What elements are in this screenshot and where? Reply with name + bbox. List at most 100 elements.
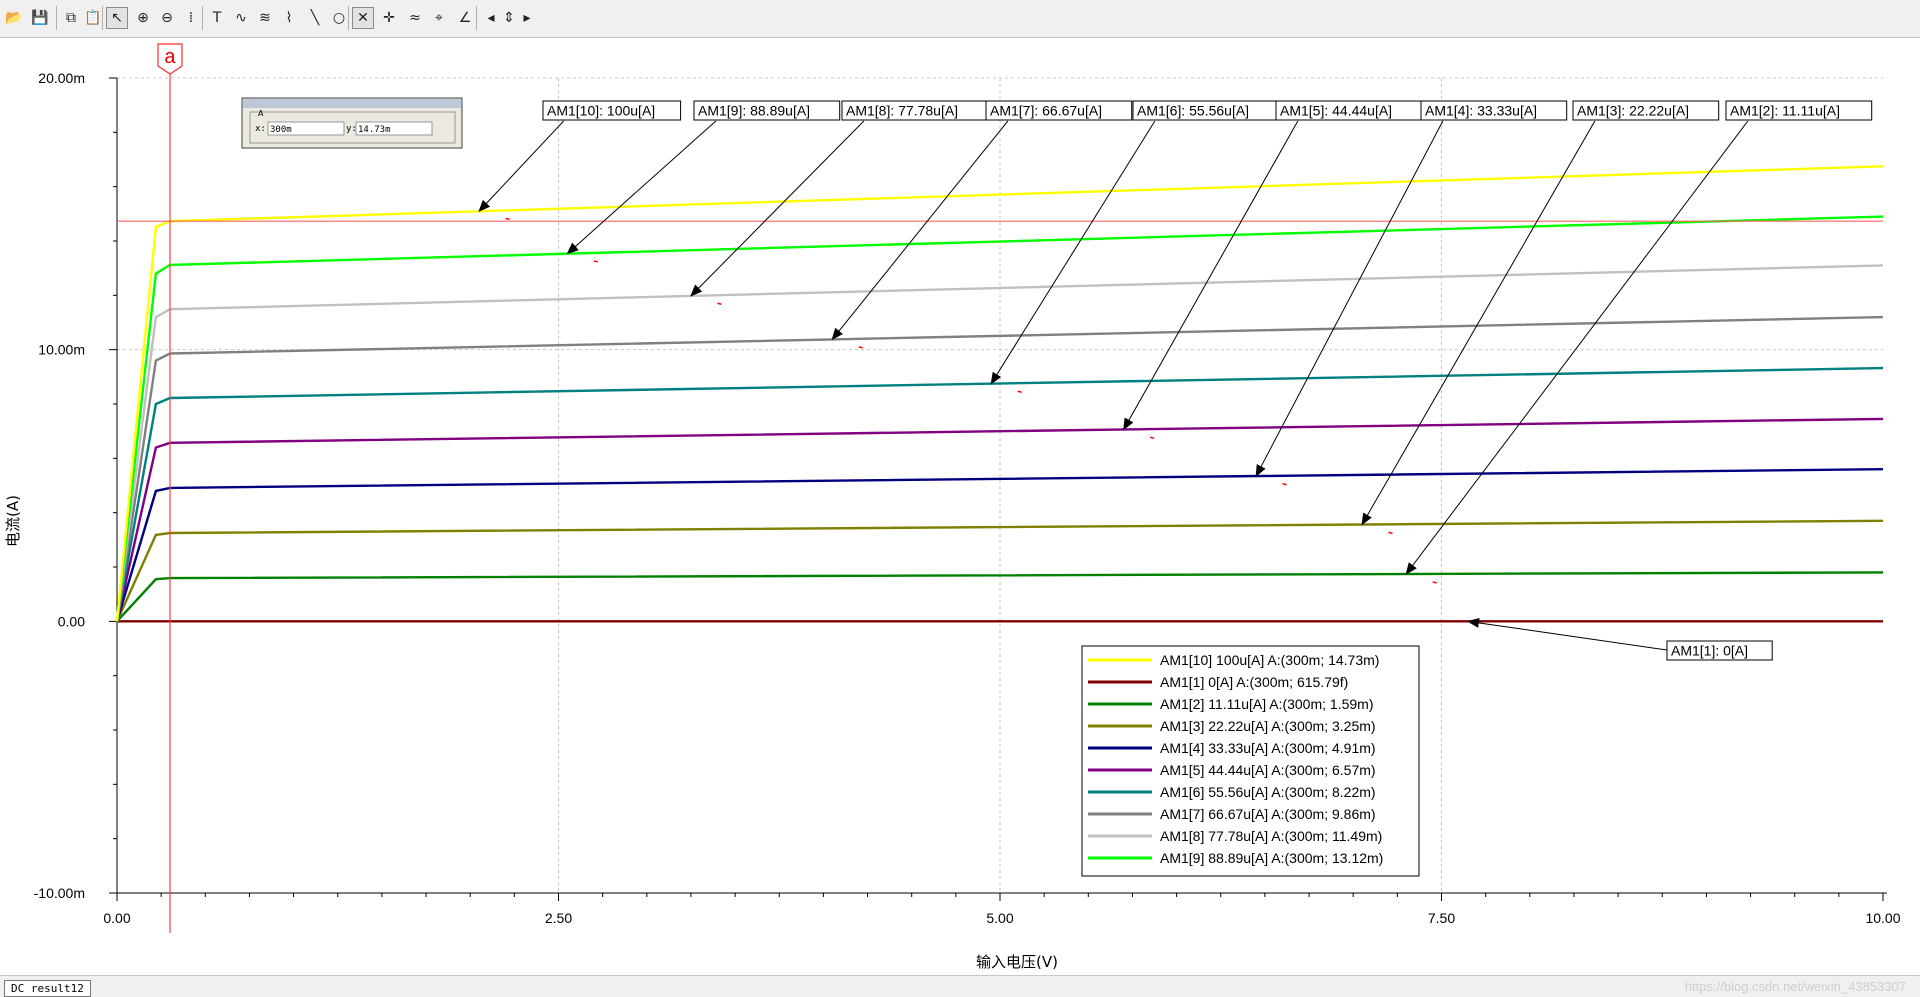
callout-label: AM1[4]: 33.33u[A]	[1425, 103, 1537, 119]
x-axis-label: 输入电压(V)	[976, 953, 1058, 971]
callout-box	[1572, 100, 1720, 121]
data-marker	[1388, 531, 1393, 535]
grid-icon[interactable]: ⁞	[188, 10, 194, 26]
y-tick-label: -10.00m	[34, 885, 85, 901]
y-tick-label: 10.00m	[38, 342, 85, 358]
cursor-label: a	[164, 46, 176, 68]
select-pointer-icon[interactable]: ↖	[106, 7, 128, 29]
callout-arrow	[1123, 120, 1299, 431]
series-line-AM15	[115, 417, 1884, 622]
cursor-cross-b-icon[interactable]: ✛	[383, 10, 395, 26]
cursor: a	[117, 43, 1883, 933]
save-icon[interactable]: 💾	[31, 10, 49, 26]
readout-x-label: x:	[255, 124, 266, 134]
callout-label: AM1[9]: 88.89u[A]	[698, 103, 810, 119]
callout-box	[1666, 640, 1773, 661]
cursor-cross-icon[interactable]: ✕	[352, 7, 374, 29]
callout-label: AM1[3]: 22.22u[A]	[1577, 103, 1689, 119]
readout-y-label: y:	[346, 124, 357, 134]
open-file-icon[interactable]: 📂	[5, 10, 23, 26]
readout-y-value: 14.73m	[358, 125, 391, 135]
result-tab[interactable]: DC result12	[4, 980, 91, 997]
series-line-AM18	[115, 264, 1884, 622]
legend-entry: AM1[2] 11.11u[A] A:(300m; 1.59m)	[1160, 696, 1373, 712]
x-tick-label: 0.00	[103, 910, 130, 926]
legend-entry: AM1[9] 88.89u[A] A:(300m; 13.12m)	[1160, 850, 1383, 866]
readout-titlebar	[243, 99, 461, 108]
callout-arrow	[831, 120, 1009, 341]
ellipse-tool-icon[interactable]: ○	[332, 10, 346, 26]
data-marker	[1282, 483, 1287, 486]
callout-box	[693, 100, 841, 121]
status-bar: DC result12 https://blog.csdn.net/weixin…	[0, 975, 1920, 997]
legend-box	[1081, 645, 1420, 877]
angle-tool-icon[interactable]: ∠	[458, 10, 472, 26]
series-line-AM13	[115, 519, 1884, 622]
readout-x-value: 300m	[270, 125, 292, 135]
legend-entry: AM1[5] 44.44u[A] A:(300m; 6.57m)	[1160, 762, 1376, 778]
grid	[117, 77, 1883, 893]
callout-label: AM1[5]: 44.44u[A]	[1280, 103, 1392, 119]
waveform-icon[interactable]: ≈	[409, 10, 421, 26]
cursor-readout-box: Ax: 300m y: 14.73m	[241, 97, 463, 149]
readout-y-field	[355, 121, 433, 136]
multi-curve-icon[interactable]: ≋	[259, 10, 271, 26]
readout-group	[249, 111, 456, 144]
callout-arrow	[566, 120, 717, 255]
data-marker	[505, 217, 510, 221]
callout-label: AM1[1]: 0[A]	[1671, 643, 1748, 659]
series-line-AM12	[116, 571, 1884, 623]
scroll-updown-icon[interactable]: ⇕	[503, 10, 515, 26]
chart: 0.00 2.50 5.00 7.50 10.00 20.00m 10.00m 0.00 -10…	[4, 43, 1901, 971]
scroll-right-icon[interactable]: ▸	[523, 10, 531, 26]
callout-arrow	[1361, 120, 1596, 526]
callout-arrow	[990, 120, 1156, 385]
paste-icon[interactable]: 📋	[84, 10, 102, 26]
markers	[505, 217, 1437, 584]
callouts: AM1[10]: 100u[A] AM1[9]: 88.89u[A] AM1[8]:…	[478, 100, 1873, 661]
axes: 0.00 2.50 5.00 7.50 10.00 20.00m 10.00m 0.00 -10…	[34, 70, 1901, 926]
legend-entry: AM1[6] 55.56u[A] A:(300m; 8.22m)	[1160, 784, 1376, 800]
callout-box	[1725, 100, 1873, 121]
text-tool-icon[interactable]: T	[212, 10, 222, 26]
data-marker	[1432, 581, 1437, 584]
legend-entry: AM1[4] 33.33u[A] A:(300m; 4.91m)	[1160, 740, 1376, 756]
line-tool-icon[interactable]: ╲	[310, 10, 320, 26]
cursor-flag	[157, 43, 183, 75]
x-tick-label: 2.50	[545, 910, 572, 926]
callout-arrow	[1467, 617, 1668, 651]
zoom-out-icon[interactable]: ⊖	[161, 10, 173, 26]
readout-x-field	[267, 121, 345, 136]
legend: AM1[10] 100u[A] A:(300m; 14.73m) AM1[1] 0…	[1081, 645, 1420, 877]
copy-icon[interactable]: ⧉	[66, 10, 76, 26]
readout-title: A	[258, 109, 264, 118]
callout-box	[985, 100, 1133, 121]
x-tick-label: 7.50	[1428, 910, 1455, 926]
y-tick-label: 0.00	[58, 613, 85, 629]
callout-box	[1420, 100, 1568, 121]
legend-entry: AM1[7] 66.67u[A] A:(300m; 9.86m)	[1160, 806, 1376, 822]
callout-label: AM1[2]: 11.11u[A]	[1730, 103, 1840, 119]
legend-entry: AM1[3] 22.22u[A] A:(300m; 3.25m)	[1160, 718, 1376, 734]
callout-arrow	[1405, 120, 1749, 575]
data-marker	[1149, 436, 1155, 439]
data-marker	[717, 302, 722, 305]
data-marker	[593, 260, 599, 263]
curve-tool-icon[interactable]: ∿	[235, 10, 247, 26]
zoom-in-icon[interactable]: ⊕	[137, 10, 149, 26]
trace-icon[interactable]: ⌇	[285, 10, 293, 26]
series-line-AM17	[115, 315, 1884, 622]
curves	[115, 165, 1884, 623]
toolbar: 📂 💾 ⧉ 📋 ↖ ⊕ ⊖ ⁞ T ∿ ≋ ⌇ ╲ ○ ✕ ✛ ≈ ⌖ ∠ ◂ ⇕ ▸	[0, 0, 1920, 38]
scroll-left-icon[interactable]: ◂	[487, 10, 495, 26]
x-tick-label: 5.00	[986, 910, 1013, 926]
callout-box	[542, 100, 682, 121]
data-marker	[858, 346, 863, 349]
callout-arrow	[690, 120, 865, 297]
series-line-AM110	[115, 165, 1884, 622]
series-line-AM16	[115, 366, 1884, 622]
probe-icon[interactable]: ⌖	[435, 10, 443, 26]
y-axis-label: 电流(A)	[4, 495, 22, 547]
callout-label: AM1[6]: 55.56u[A]	[1137, 103, 1249, 119]
data-marker	[1017, 390, 1022, 393]
